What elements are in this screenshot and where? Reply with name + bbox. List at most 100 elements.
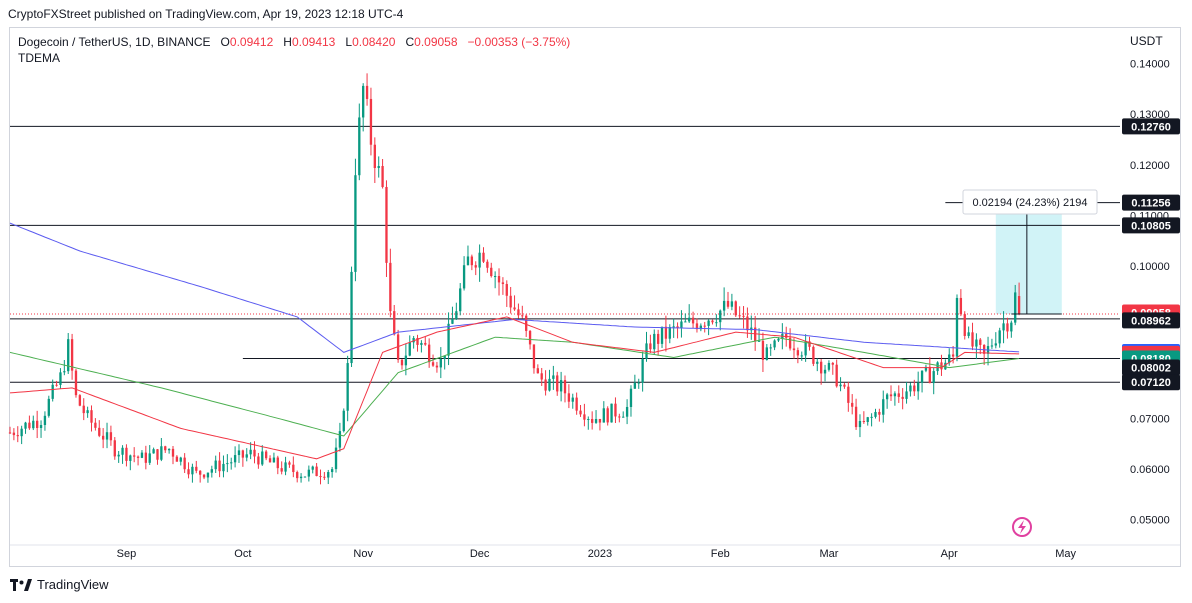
- candle-body: [788, 337, 792, 349]
- candle-body: [893, 393, 897, 397]
- candle-body: [179, 457, 182, 462]
- x-tick-label: Feb: [711, 548, 730, 560]
- candle-body: [971, 332, 974, 347]
- candle-body: [32, 420, 35, 429]
- candle-body: [641, 358, 644, 383]
- candle-body: [222, 463, 225, 472]
- candle-body: [230, 462, 233, 464]
- candle-body: [854, 406, 858, 428]
- candle-body: [272, 457, 276, 463]
- candle-body: [656, 333, 660, 344]
- candle-body: [20, 428, 23, 437]
- candle-body: [490, 267, 493, 277]
- high-label: H: [283, 35, 292, 49]
- candle-body: [354, 175, 357, 272]
- x-tick-label: Sep: [117, 548, 137, 560]
- candle-body: [342, 410, 345, 432]
- candle-body: [12, 432, 16, 436]
- candle-body: [548, 378, 551, 391]
- candle-body: [16, 435, 19, 437]
- low-value: 0.08420: [352, 35, 396, 49]
- candle-body: [951, 354, 955, 357]
- ema-badge-bg: [1122, 374, 1180, 391]
- candle-body: [261, 451, 264, 465]
- candle-body: [323, 476, 326, 478]
- low-label: L: [345, 35, 353, 49]
- candle-body: [330, 469, 334, 473]
- candle-body: [1010, 322, 1013, 332]
- candle-body: [284, 462, 287, 472]
- candle-body: [74, 370, 78, 396]
- candle-body: [78, 395, 82, 406]
- candle-body: [447, 323, 450, 356]
- x-tick-label: Nov: [353, 548, 373, 560]
- candle-body: [804, 341, 807, 356]
- candle-body: [505, 284, 508, 296]
- x-tick-label: Mar: [819, 548, 838, 560]
- candle-body: [885, 394, 889, 400]
- candle-body: [385, 186, 388, 263]
- open-label: O: [220, 35, 230, 49]
- candle-body: [377, 166, 380, 169]
- candle-body: [292, 464, 295, 473]
- candle-body: [598, 419, 602, 423]
- candle-body: [109, 432, 113, 441]
- candle-body: [905, 391, 908, 399]
- candle-body: [823, 369, 827, 374]
- candle-body: [493, 276, 497, 278]
- candle-body: [404, 355, 408, 366]
- candle-body: [63, 371, 66, 373]
- candle-body: [773, 340, 776, 348]
- candle-body: [571, 397, 574, 402]
- candle-body: [334, 447, 338, 470]
- candle-body: [362, 85, 365, 118]
- candle-body: [637, 382, 640, 384]
- candle-body: [521, 315, 524, 317]
- candle-body: [439, 359, 442, 368]
- candle-body: [373, 144, 376, 169]
- y-tick-label: 0.07000: [1130, 413, 1170, 425]
- candle-body: [924, 366, 928, 371]
- candle-body: [575, 397, 578, 411]
- candle-body: [528, 330, 532, 345]
- candle-body: [311, 466, 314, 470]
- candle-body: [202, 474, 206, 478]
- candle-body: [769, 347, 772, 349]
- candle-body: [121, 447, 124, 455]
- candle-body: [175, 456, 179, 462]
- candle-body: [990, 345, 994, 347]
- candle-body: [563, 380, 567, 394]
- candle-body: [765, 347, 768, 360]
- tradingview-brand[interactable]: TradingView: [10, 577, 109, 592]
- candle-body: [268, 458, 272, 463]
- candle-body: [606, 408, 609, 423]
- candle-body: [195, 466, 198, 471]
- candle-body: [722, 300, 726, 311]
- candle-body: [427, 344, 431, 363]
- candle-body: [633, 382, 637, 389]
- indicator-label[interactable]: TDEMA: [18, 51, 60, 65]
- candle-body: [913, 385, 916, 392]
- candle-body: [90, 410, 93, 423]
- candle-body: [668, 327, 671, 339]
- candle-body: [591, 419, 594, 423]
- candle-body: [967, 332, 970, 336]
- close-label: C: [405, 35, 415, 49]
- candle-body: [315, 466, 318, 477]
- candle-body: [39, 425, 43, 429]
- candle-body: [901, 396, 904, 399]
- candle-body: [365, 85, 369, 99]
- candle-body: [125, 447, 128, 461]
- candle-body: [707, 320, 710, 326]
- candle-body: [462, 265, 466, 289]
- measure-box: [995, 202, 1062, 314]
- candle-body: [587, 419, 590, 421]
- candle-body: [816, 361, 819, 364]
- level-badge: 0.10805: [1131, 220, 1171, 232]
- candle-body: [482, 252, 485, 262]
- candle-body: [517, 309, 520, 316]
- replay-icon: [1012, 517, 1032, 537]
- candle-body: [226, 463, 229, 465]
- currency-label: USDT: [1130, 34, 1163, 48]
